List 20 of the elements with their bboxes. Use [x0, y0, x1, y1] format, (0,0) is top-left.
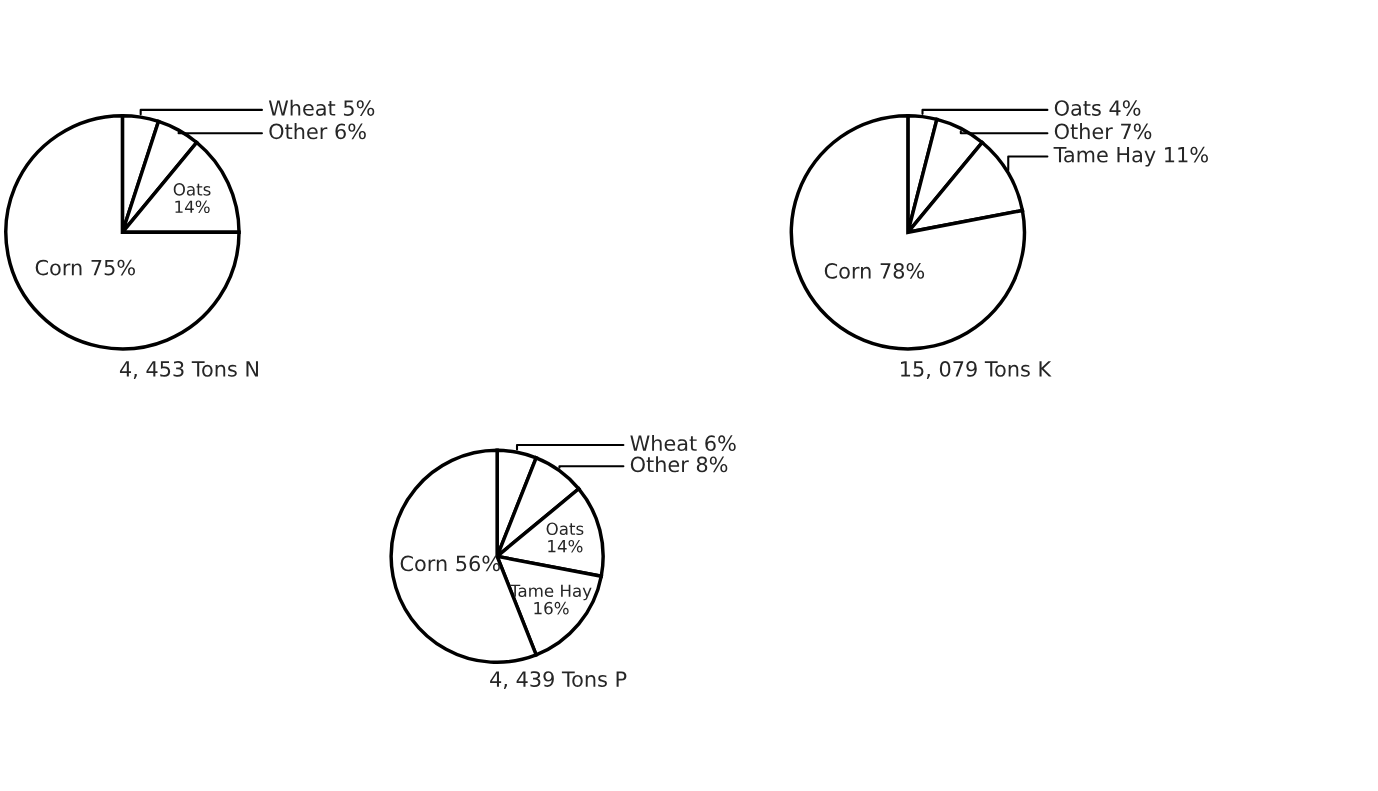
slice-label: Other 6%	[269, 123, 366, 140]
slice-label: Other 8%	[630, 456, 728, 473]
data-label: 16%	[534, 601, 569, 615]
data-label: 14%	[548, 539, 583, 553]
slice-label: Corn 78%	[824, 263, 925, 279]
pie-slice	[4, 113, 241, 351]
slice-label: Corn 56%	[400, 555, 500, 572]
pie-slice	[789, 113, 1027, 351]
slice-label: Other 7%	[1054, 123, 1152, 140]
slice-label: Oats 4%	[1054, 100, 1141, 116]
text: 4, 439 Tons P	[490, 671, 627, 690]
slice-label: Wheat 5%	[268, 99, 375, 116]
slice-label: Wheat 6%	[630, 434, 736, 452]
text: 15, 079 Tons K	[901, 361, 1052, 379]
slice-label: Tame Hay 11%	[1053, 146, 1208, 167]
text: 4, 453 Tons N	[119, 361, 258, 379]
slice-label: Oats	[546, 522, 584, 536]
slice-label: Oats	[173, 183, 211, 196]
data-label: 14%	[175, 200, 210, 214]
slice-label: Corn 75%	[35, 259, 135, 276]
